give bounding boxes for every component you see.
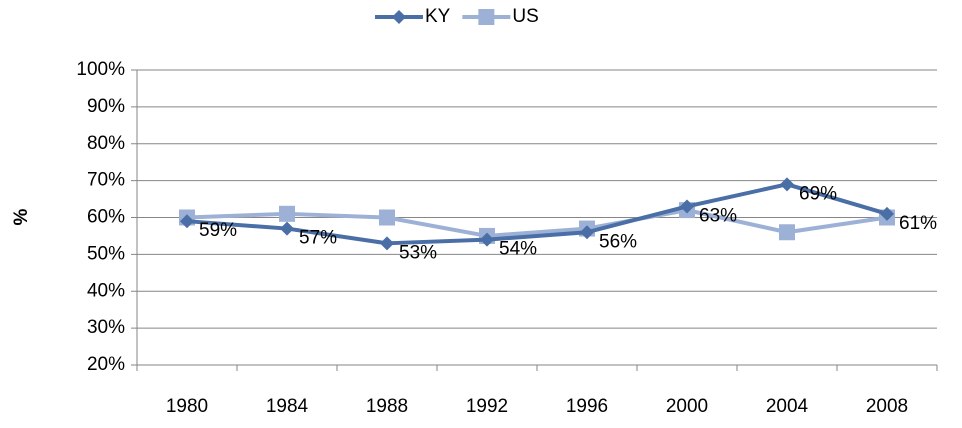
data-label: 57% [299,228,337,249]
data-point [780,177,794,192]
x-tick-label: 1984 [266,396,309,417]
legend-label: KY [425,6,451,27]
y-tick-label: 80% [87,133,125,154]
x-tick-label: 2004 [766,396,809,417]
data-point [280,221,294,236]
y-axis-label: % [11,208,32,225]
data-point [779,224,795,241]
legend-marker [478,9,495,25]
data-point [680,199,694,214]
data-point [279,205,295,222]
data-point [180,214,194,229]
data-label: 69% [799,183,837,204]
y-tick-label: 50% [87,243,125,264]
y-tick-label: 30% [87,317,125,338]
data-label: 56% [599,231,637,252]
y-tick-label: 90% [87,96,125,117]
series-line [186,182,888,246]
x-tick-label: 2000 [666,396,708,417]
legend-marker [392,10,406,24]
data-label: 61% [899,213,937,234]
data-point [880,206,894,221]
x-tick-label: 1996 [566,396,608,417]
x-tick-label: 2008 [866,396,908,417]
x-tick-label: 1980 [166,396,208,417]
data-point [380,236,394,251]
y-tick-label: 60% [87,207,125,228]
y-tick-label: 20% [87,354,125,375]
data-point [580,225,594,240]
data-label: 63% [699,205,737,226]
data-label: 59% [199,220,237,241]
series-line [186,208,888,238]
y-tick-label: 40% [87,280,125,301]
legend-label: US [512,6,538,27]
y-tick-label: 70% [87,170,125,191]
x-tick-label: 1988 [366,396,408,417]
y-tick-label: 100% [76,59,125,80]
data-point [379,209,395,226]
data-label: 54% [499,239,537,260]
data-label: 53% [399,242,437,263]
data-point [480,232,494,247]
x-tick-label: 1992 [466,396,508,417]
